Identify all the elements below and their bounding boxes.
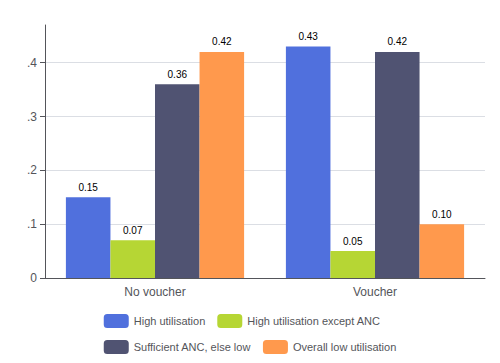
svg-text:Sufficient ANC, else low: Sufficient ANC, else low (134, 341, 251, 353)
svg-text:High utilisation except ANC: High utilisation except ANC (247, 315, 380, 327)
svg-text:0.42: 0.42 (212, 36, 232, 47)
svg-text:0.43: 0.43 (298, 31, 318, 42)
svg-text:0.05: 0.05 (343, 236, 363, 247)
svg-text:.4: .4 (27, 56, 37, 70)
svg-text:Voucher: Voucher (353, 285, 397, 299)
svg-text:0.10: 0.10 (432, 209, 452, 220)
svg-text:0: 0 (30, 271, 37, 285)
svg-text:0.15: 0.15 (78, 182, 98, 193)
svg-text:.2: .2 (27, 163, 37, 177)
svg-text:.1: .1 (27, 217, 37, 231)
svg-text:High utilisation: High utilisation (134, 315, 206, 327)
svg-text:0.07: 0.07 (123, 225, 143, 236)
svg-text:.3: .3 (27, 110, 37, 124)
svg-text:No voucher: No voucher (124, 285, 185, 299)
svg-text:Overall low utilisation: Overall low utilisation (293, 341, 396, 353)
svg-text:0.42: 0.42 (388, 36, 408, 47)
svg-text:0.36: 0.36 (168, 69, 188, 80)
